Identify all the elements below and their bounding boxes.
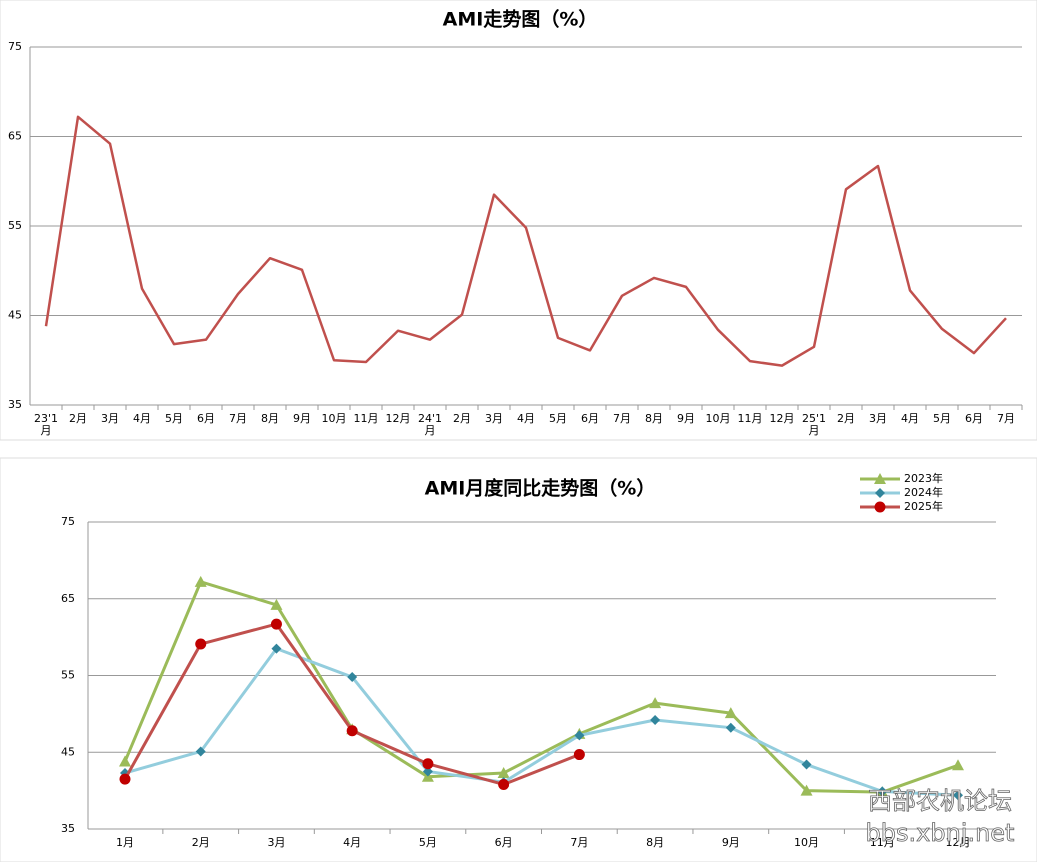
chart-title: AMI走势图（%） <box>443 8 598 31</box>
marker <box>422 766 433 777</box>
y-tick-label: 65 <box>61 592 75 605</box>
marker <box>800 784 813 796</box>
x-tick-label: 7月 <box>613 412 631 425</box>
x-tick-label: 3月 <box>267 836 285 849</box>
x-tick-label: 9月 <box>293 412 311 425</box>
marker <box>874 473 886 484</box>
x-tick-label: 9月 <box>677 412 695 425</box>
chart-title: AMI月度同比走势图（%） <box>425 477 656 500</box>
x-tick-label: 2月 <box>192 836 210 849</box>
panel-bottom <box>0 457 1037 862</box>
x-tick-label: 6月 <box>581 412 599 425</box>
series-line <box>124 647 959 797</box>
x-tick-label: 6月 <box>965 412 983 425</box>
marker <box>874 501 886 513</box>
x-tick-label: 12月 <box>770 412 795 425</box>
x-tick-label: 11月 <box>870 836 895 849</box>
x-tick-label: 12月 <box>386 412 411 425</box>
x-tick-label: 23'1 月 <box>34 412 58 437</box>
marker <box>725 722 736 733</box>
y-tick-label: 35 <box>8 398 22 411</box>
marker <box>270 598 283 610</box>
marker <box>119 773 131 785</box>
x-tick-label: 10月 <box>794 836 819 849</box>
x-tick-label: 6月 <box>197 412 215 425</box>
x-tick-label: 10月 <box>322 412 347 425</box>
marker <box>119 755 131 767</box>
marker <box>194 575 207 587</box>
x-tick-label: 4月 <box>517 412 535 425</box>
x-tick-label: 3月 <box>101 412 119 425</box>
marker <box>875 488 885 498</box>
y-tick-label: 65 <box>8 130 22 143</box>
x-tick-label: 7月 <box>229 412 247 425</box>
marker <box>953 790 963 801</box>
x-tick-label: 10月 <box>706 412 731 425</box>
y-tick-label: 45 <box>8 309 22 322</box>
x-tick-label: 1月 <box>116 836 134 849</box>
marker <box>497 766 510 778</box>
series-line <box>123 580 959 794</box>
marker <box>271 643 282 654</box>
marker <box>346 725 358 737</box>
x-tick-label: 7月 <box>570 836 588 849</box>
y-tick-label: 75 <box>8 40 22 53</box>
x-tick-label: 5月 <box>933 412 951 425</box>
legend-label: 2025年 <box>904 499 943 513</box>
x-tick-label: 3月 <box>869 412 887 425</box>
marker <box>801 759 812 770</box>
y-tick-label: 55 <box>61 669 75 682</box>
marker <box>877 786 888 797</box>
marker <box>422 758 434 770</box>
x-tick-label: 11月 <box>354 412 379 425</box>
x-tick-label: 11月 <box>738 412 763 425</box>
series-line <box>44 115 1007 367</box>
x-tick-label: 9月 <box>722 836 740 849</box>
x-tick-label: 4月 <box>133 412 151 425</box>
marker <box>573 749 585 761</box>
x-tick-label: 5月 <box>549 412 567 425</box>
watermark: bbs.xbnj.net <box>866 819 1015 847</box>
x-tick-label: 2月 <box>837 412 855 425</box>
y-tick-label: 45 <box>61 745 75 758</box>
x-tick-label: 24'1 月 <box>418 412 442 437</box>
marker <box>195 746 206 757</box>
marker <box>574 730 585 741</box>
x-tick-label: 8月 <box>646 836 664 849</box>
y-tick-label: 75 <box>61 515 75 528</box>
marker <box>347 672 358 683</box>
x-tick-label: 3月 <box>485 412 503 425</box>
marker <box>724 707 737 719</box>
marker <box>195 638 207 650</box>
x-tick-label: 5月 <box>165 412 183 425</box>
y-tick-label: 55 <box>8 219 22 232</box>
x-tick-label: 12月 <box>946 836 971 849</box>
watermark: 西部农机论坛 <box>868 787 1012 815</box>
x-tick-label: 8月 <box>261 412 279 425</box>
x-tick-label: 7月 <box>997 412 1015 425</box>
marker <box>498 778 510 790</box>
legend-label: 2024年 <box>904 485 943 499</box>
legend-label: 2023年 <box>904 471 943 485</box>
x-tick-label: 8月 <box>645 412 663 425</box>
x-tick-label: 4月 <box>343 836 361 849</box>
x-tick-label: 2月 <box>453 412 471 425</box>
marker <box>270 618 282 630</box>
x-tick-label: 2月 <box>69 412 87 425</box>
y-tick-label: 35 <box>61 822 75 835</box>
marker <box>649 697 662 709</box>
marker <box>952 759 964 771</box>
marker <box>650 715 661 726</box>
x-tick-label: 5月 <box>419 836 437 849</box>
x-tick-label: 6月 <box>495 836 513 849</box>
x-tick-label: 25'1 月 <box>802 412 826 437</box>
x-tick-label: 4月 <box>901 412 919 425</box>
